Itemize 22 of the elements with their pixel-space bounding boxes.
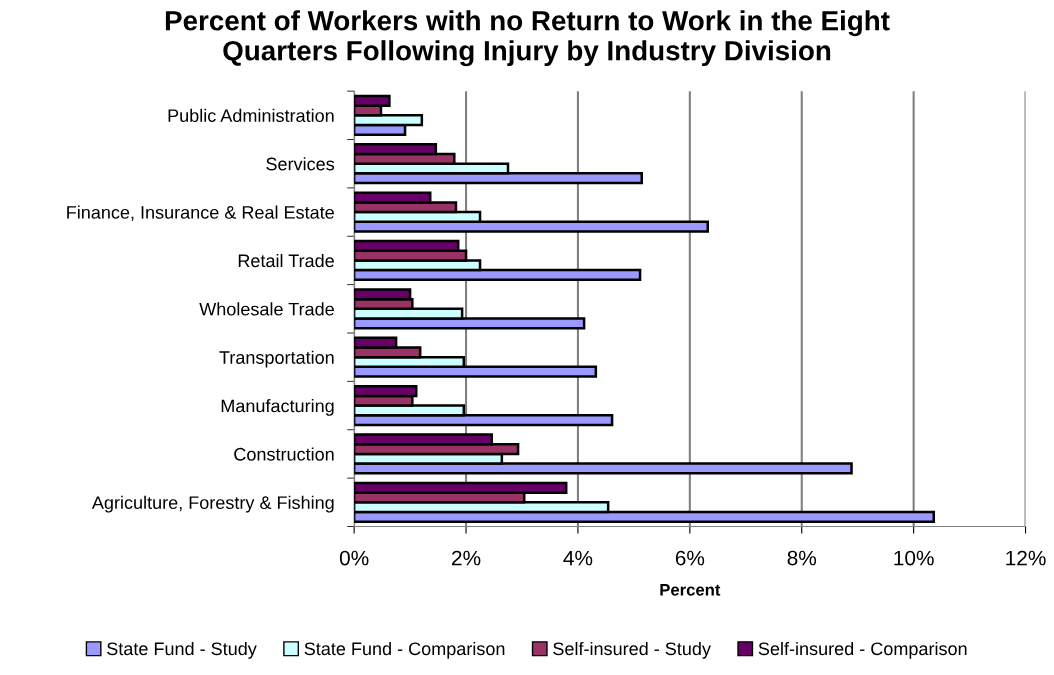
x-tick-label: 12% <box>1006 550 1046 566</box>
x-tick-label: 0% <box>339 550 369 566</box>
y-tick-label: Wholesale Trade <box>199 302 334 316</box>
chart-title: Percent of Workers with no Return to Work in the Eight Quarters Following Injury by Industry Division <box>165 10 890 67</box>
y-tick-label: Finance, Insurance & Real Estate <box>67 205 334 221</box>
y-tick-label: Services <box>266 157 335 171</box>
x-axis-title: Percent <box>660 584 721 596</box>
legend-label: Self-insured - Comparison <box>758 641 967 659</box>
y-tick-label: Construction <box>234 447 334 461</box>
legend-label: Self-insured - Study <box>553 641 711 659</box>
x-tick-label: 2% <box>452 550 481 566</box>
y-tick-label: Manufacturing <box>221 399 334 416</box>
y-tick-label: Public Administration <box>168 108 334 123</box>
y-tick-label: Transportation <box>219 350 334 368</box>
x-tick-label: 8% <box>787 550 817 566</box>
x-tick-label: 6% <box>675 550 705 566</box>
y-tick-label: Agriculture, Forestry & Fishing <box>91 495 334 513</box>
legend-label: State Fund - Study <box>107 641 257 659</box>
legend-label: State Fund - Comparison <box>304 641 505 659</box>
y-tick-label: Retail Trade <box>238 253 334 268</box>
x-tick-label: 10% <box>894 550 934 566</box>
x-tick-label: 4% <box>563 550 593 566</box>
